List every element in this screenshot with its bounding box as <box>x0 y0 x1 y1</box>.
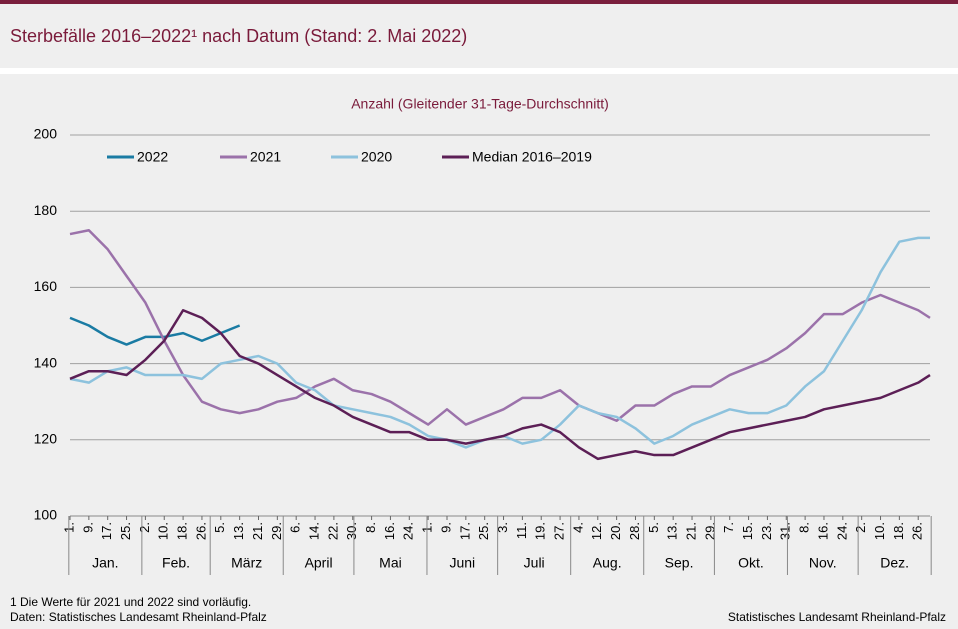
x-tick-label: 31. <box>778 522 793 540</box>
series-line <box>69 229 931 426</box>
x-tick-label: 17. <box>99 522 114 540</box>
data-source: Daten: Statistisches Landesamt Rheinland… <box>10 610 267 624</box>
x-tick-label: 6. <box>288 522 303 533</box>
x-tick-label: 12. <box>589 522 604 540</box>
month-label: Dez. <box>880 555 909 571</box>
legend-label: 2020 <box>361 149 392 165</box>
x-tick-label: 20. <box>608 522 623 540</box>
footnote: 1 Die Werte für 2021 und 2022 sind vorlä… <box>10 595 251 609</box>
month-label: Aug. <box>593 555 622 571</box>
x-tick-label: 18. <box>175 522 190 540</box>
y-tick-label: 200 <box>34 126 58 142</box>
x-tick-label: 27. <box>552 522 567 540</box>
x-tick-label: 29. <box>702 522 717 540</box>
month-label: April <box>305 555 333 571</box>
x-tick-label: 2. <box>137 522 152 533</box>
x-tick-label: 2. <box>853 522 868 533</box>
x-tick-label: 21. <box>250 522 265 540</box>
x-tick-label: 13. <box>231 522 246 540</box>
month-label: Juli <box>524 555 545 571</box>
y-tick-label: 120 <box>34 431 58 447</box>
month-label: Mai <box>379 555 402 571</box>
month-label: Sep. <box>665 555 694 571</box>
x-tick-label: 19. <box>533 522 548 540</box>
month-label: Feb. <box>162 555 190 571</box>
legend-label: Median 2016–2019 <box>472 149 592 165</box>
x-tick-label: 16. <box>815 522 830 540</box>
x-tick-label: 26. <box>193 522 208 540</box>
x-tick-label: 10. <box>872 522 887 540</box>
x-tick-label: 25. <box>476 522 491 540</box>
x-tick-label: 14. <box>306 522 321 540</box>
month-label: Nov. <box>809 555 837 571</box>
series-line <box>69 316 241 346</box>
month-label: Juni <box>449 555 475 571</box>
x-tick-label: 24. <box>834 522 849 540</box>
x-tick-label: 15. <box>740 522 755 540</box>
x-tick-label: 5. <box>646 522 661 533</box>
x-tick-label: 10. <box>156 522 171 540</box>
x-tick-label: 4. <box>570 522 585 533</box>
x-tick-label: 3. <box>495 522 510 533</box>
y-tick-label: 160 <box>34 278 58 294</box>
y-tick-label: 140 <box>34 354 58 370</box>
x-tick-label: 9. <box>438 522 453 533</box>
x-tick-label: 18. <box>891 522 906 540</box>
x-tick-label: 8. <box>797 522 812 533</box>
x-tick-label: 28. <box>627 522 642 540</box>
x-tick-label: 29. <box>269 522 284 540</box>
x-tick-label: 30. <box>344 522 359 540</box>
divider <box>0 68 958 74</box>
x-tick-label: 26. <box>910 522 925 540</box>
x-tick-label: 22. <box>325 522 340 540</box>
x-tick-label: 8. <box>363 522 378 533</box>
x-tick-label: 5. <box>212 522 227 533</box>
month-label: März <box>231 555 262 571</box>
x-tick-label: 9. <box>80 522 95 533</box>
x-tick-label: 13. <box>665 522 680 540</box>
x-tick-label: 24. <box>401 522 416 540</box>
x-tick-label: 23. <box>759 522 774 540</box>
x-tick-label: 21. <box>683 522 698 540</box>
x-tick-label: 7. <box>721 522 736 533</box>
x-tick-label: 25. <box>118 522 133 540</box>
x-tick-label: 16. <box>382 522 397 540</box>
x-tick-label: 11. <box>514 522 529 539</box>
series-line <box>69 236 930 449</box>
y-tick-label: 100 <box>34 507 58 523</box>
page-title: Sterbefälle 2016–2022¹ nach Datum (Stand… <box>10 26 467 46</box>
x-tick-label: 17. <box>457 522 472 540</box>
top-bar <box>0 0 958 4</box>
series-line <box>69 309 931 461</box>
publisher: Statistisches Landesamt Rheinland-Pfalz <box>728 610 946 624</box>
month-label: Jan. <box>92 555 118 571</box>
chart-subtitle: Anzahl (Gleitender 31-Tage-Durchschnitt) <box>351 96 609 112</box>
y-tick-label: 180 <box>34 202 58 218</box>
legend-label: 2022 <box>137 149 168 165</box>
month-label: Okt. <box>738 555 764 571</box>
legend-label: 2021 <box>250 149 281 165</box>
